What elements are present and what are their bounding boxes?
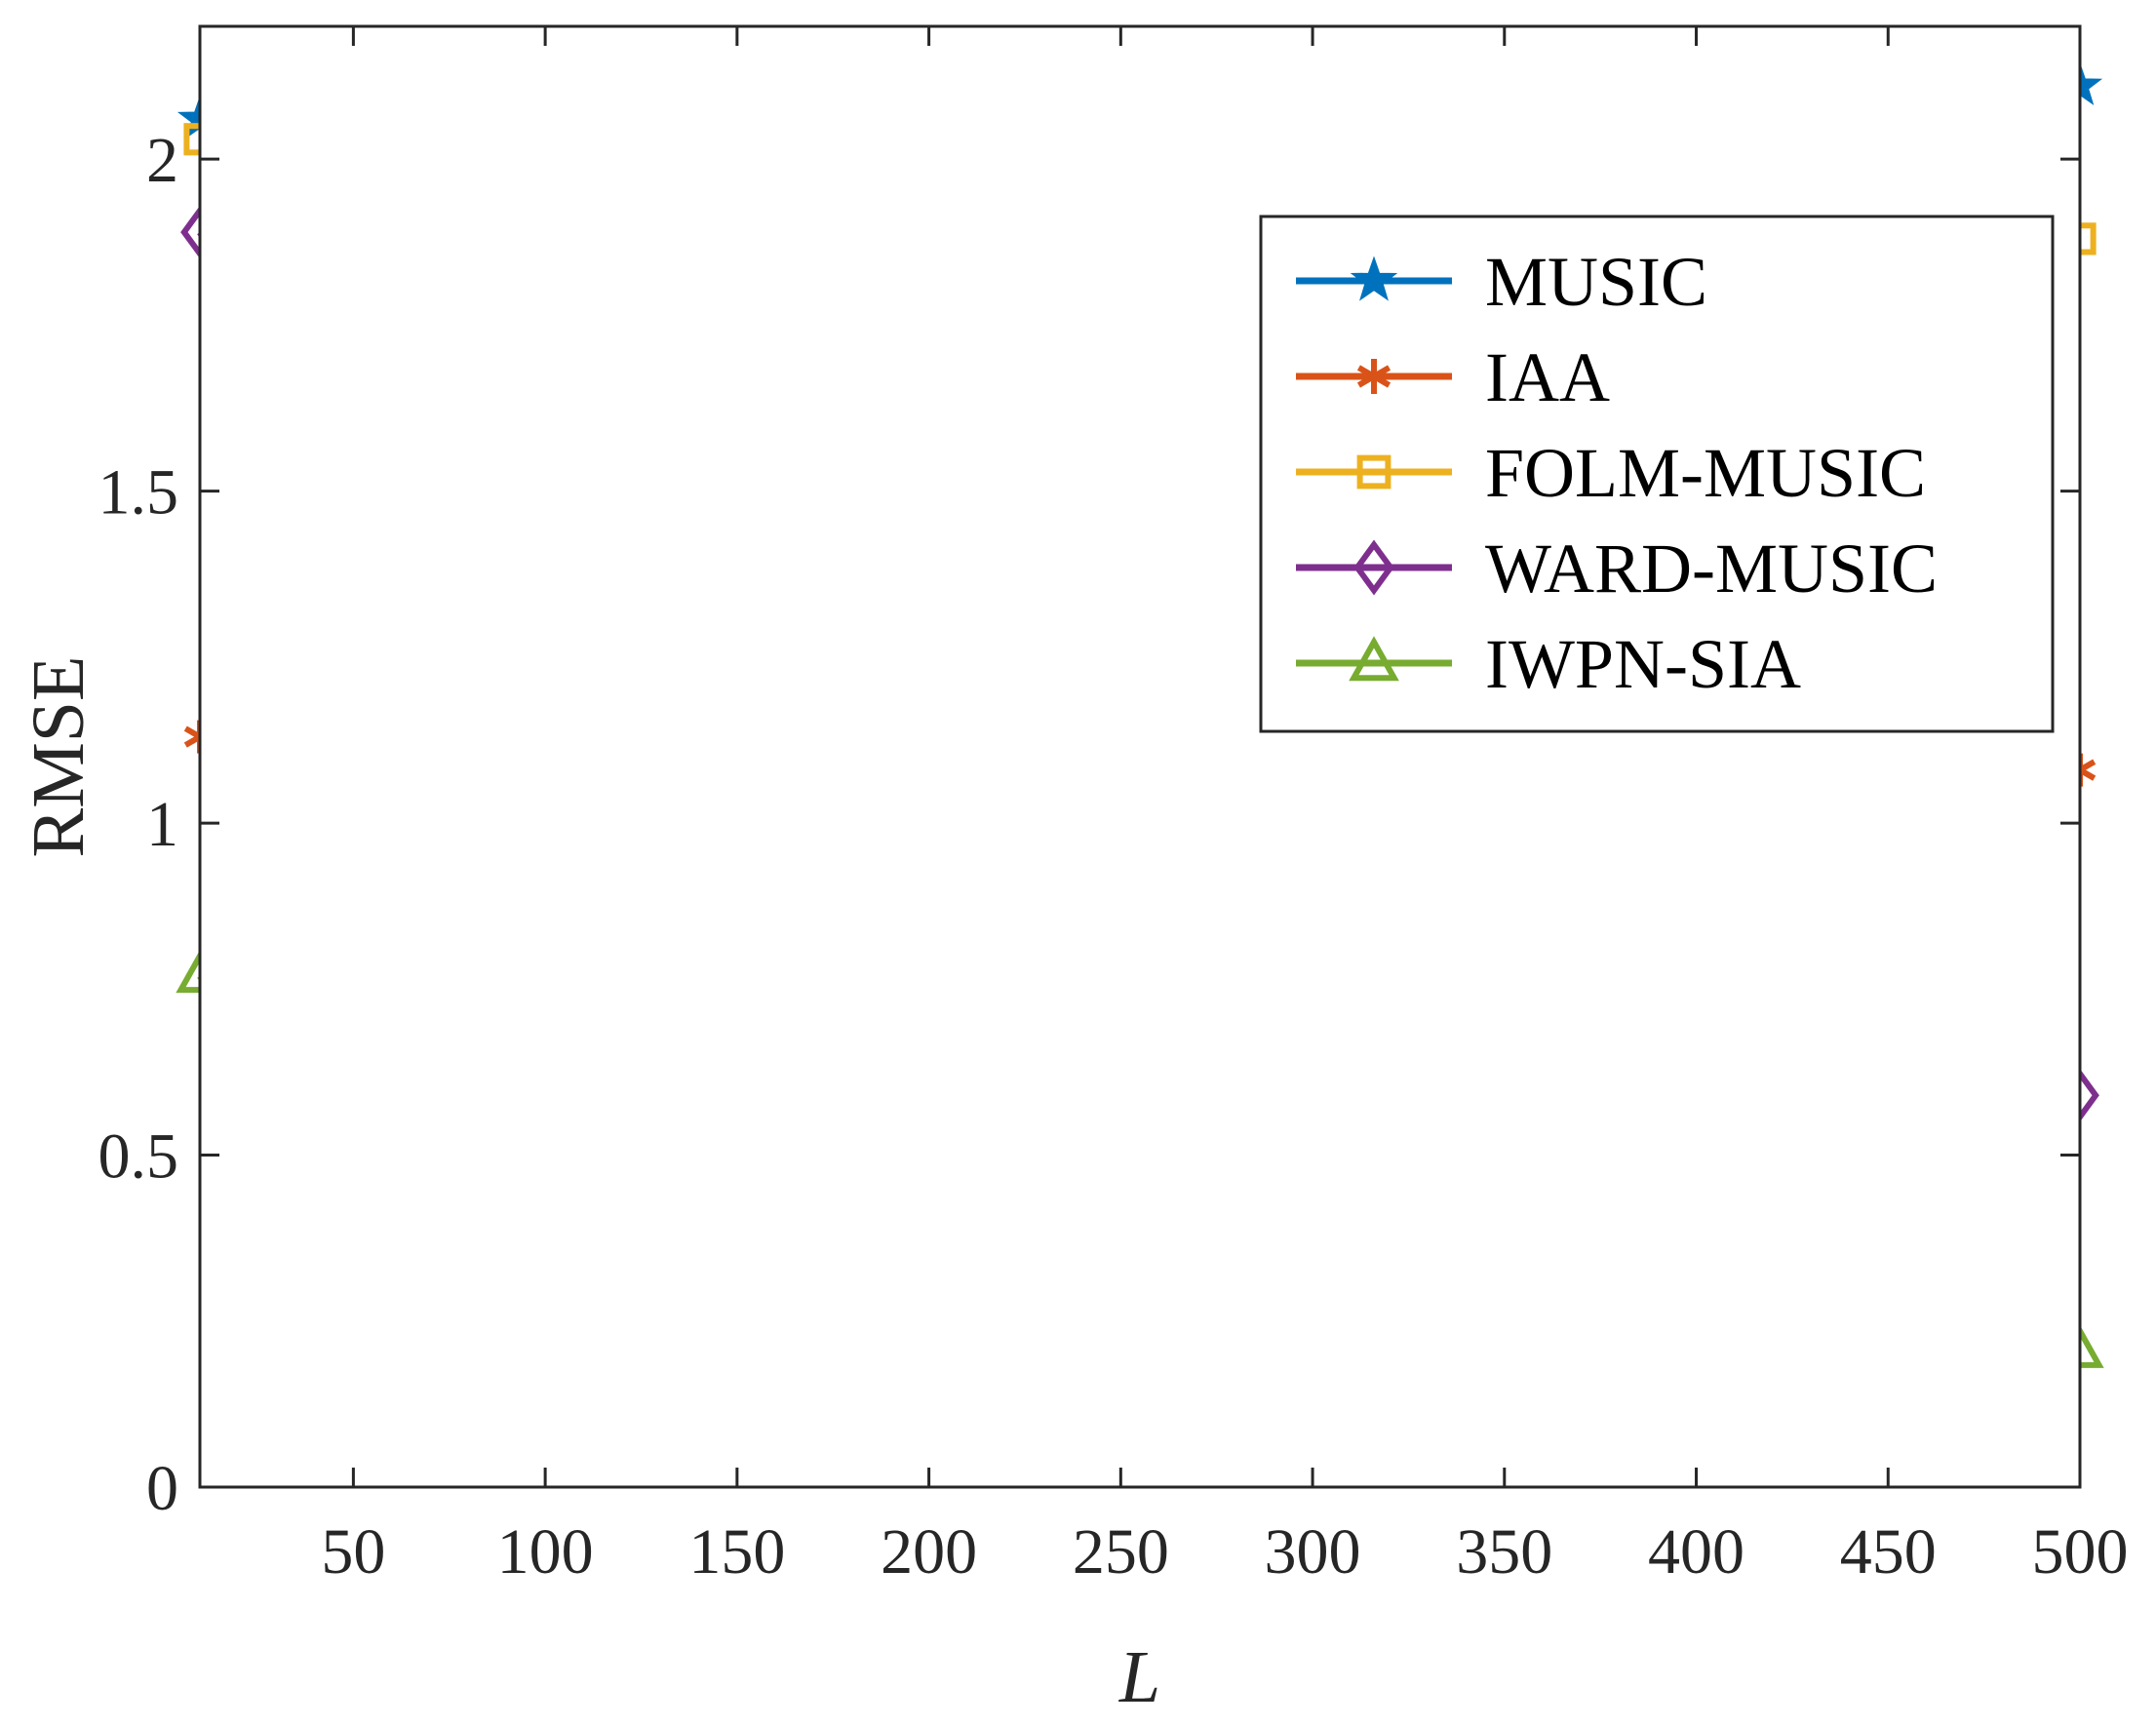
x-tick-label: 50 bbox=[321, 1516, 385, 1588]
legend-entry-music: MUSIC bbox=[1296, 243, 1707, 321]
x-tick-label: 450 bbox=[1840, 1516, 1937, 1588]
legend-marker-iaa bbox=[1356, 359, 1392, 394]
legend-label-iaa: IAA bbox=[1485, 338, 1610, 416]
legend-entry-iwpn-sia: IWPN-SIA bbox=[1296, 625, 1801, 703]
legend-marker-folm-music bbox=[1356, 454, 1392, 490]
x-axis-title: L bbox=[1118, 1636, 1160, 1718]
x-tick-label: 200 bbox=[881, 1516, 977, 1588]
x-tick-label: 250 bbox=[1073, 1516, 1169, 1588]
y-tick-label: 0 bbox=[146, 1453, 178, 1524]
legend-label-iwpn-sia: IWPN-SIA bbox=[1485, 625, 1801, 703]
y-tick-label: 1.5 bbox=[98, 457, 179, 529]
legend-marker-ward-music bbox=[1353, 539, 1394, 596]
legend-label-music: MUSIC bbox=[1485, 243, 1707, 321]
x-tick-label: 350 bbox=[1456, 1516, 1552, 1588]
x-tick-label: 400 bbox=[1648, 1516, 1744, 1588]
legend-label-folm-music: FOLM-MUSIC bbox=[1485, 434, 1926, 512]
x-tick-label: 150 bbox=[688, 1516, 785, 1588]
asterisk-stroke bbox=[1356, 365, 1392, 388]
legend-entry-iaa: IAA bbox=[1296, 338, 1610, 416]
x-tick-label: 500 bbox=[2032, 1516, 2129, 1588]
x-tick-label: 300 bbox=[1265, 1516, 1361, 1588]
legend-marker-iwpn-sia bbox=[1349, 636, 1399, 682]
legend-label-ward-music: WARD-MUSIC bbox=[1485, 530, 1938, 608]
y-tick-label: 2 bbox=[146, 125, 178, 196]
y-tick-label: 0.5 bbox=[98, 1121, 179, 1193]
legend: MUSIC IAA FOLM-MUSIC WARD-MUSIC IWPN-SIA bbox=[1259, 215, 2055, 733]
legend-marker-music bbox=[1350, 255, 1398, 301]
y-tick-label: 1 bbox=[146, 789, 178, 860]
y-axis-title: RMSE bbox=[18, 656, 99, 858]
x-tick-label: 100 bbox=[497, 1516, 594, 1588]
legend-entry-folm-music: FOLM-MUSIC bbox=[1296, 434, 1926, 512]
legend-entry-ward-music: WARD-MUSIC bbox=[1296, 530, 1938, 608]
